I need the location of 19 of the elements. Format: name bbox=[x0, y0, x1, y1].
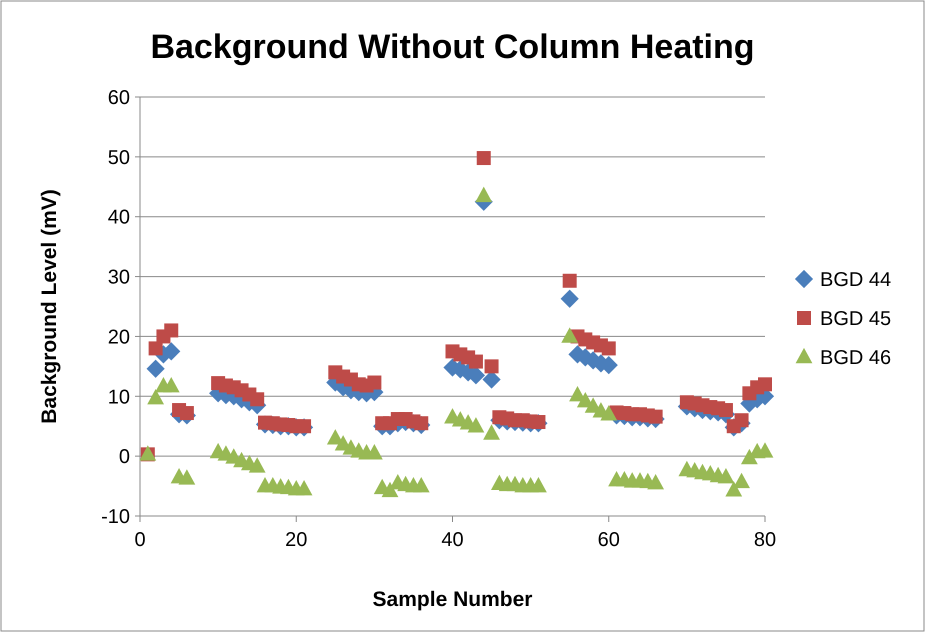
x-tick-label: 20 bbox=[285, 529, 308, 551]
legend-label: BGD 45 bbox=[820, 308, 892, 330]
x-tick-label: 40 bbox=[441, 529, 464, 551]
y-tick-label: 10 bbox=[108, 386, 130, 408]
y-tick-label: 50 bbox=[108, 146, 130, 169]
x-tick-label: 60 bbox=[598, 529, 620, 551]
y-tick-label: -10 bbox=[101, 506, 130, 528]
y-tick-label: 0 bbox=[118, 446, 130, 468]
y-tick-label: 20 bbox=[108, 326, 130, 348]
y-tick-label: 60 bbox=[108, 87, 130, 109]
legend-label: BGD 44 bbox=[820, 269, 892, 291]
legend-label: BGD 46 bbox=[820, 347, 892, 369]
y-axis-title: Background Level (mV) bbox=[38, 189, 61, 424]
chart-title: Background Without Column Heating bbox=[150, 28, 755, 66]
y-tick-label: 40 bbox=[108, 206, 130, 229]
x-tick-label: 0 bbox=[134, 529, 146, 551]
y-tick-label: 30 bbox=[108, 266, 130, 289]
x-axis-title: Sample Number bbox=[372, 588, 532, 611]
x-tick-label: 80 bbox=[754, 529, 776, 551]
